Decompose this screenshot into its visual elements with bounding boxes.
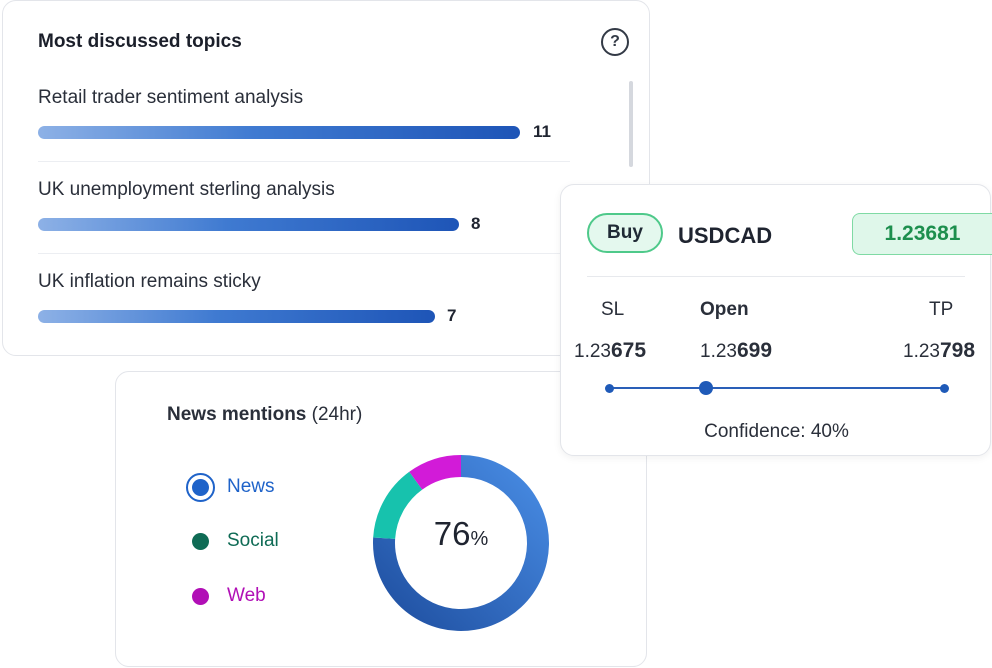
price-badge: 1.23681 (852, 213, 992, 255)
topic-item[interactable]: Retail trader sentiment analysis 11 (38, 87, 570, 162)
news-mentions-title: News mentions (24hr) (167, 404, 362, 426)
news-mentions-period: (24hr) (311, 404, 363, 425)
tp-value-prefix: 1.23 (903, 341, 940, 362)
confidence-readout: Confidence: 40% (561, 421, 992, 443)
divider (38, 253, 570, 254)
topic-count: 11 (533, 122, 551, 141)
tp-value-suffix: 798 (939, 339, 976, 362)
tp-marker (940, 384, 949, 393)
topic-label: UK unemployment sterling analysis (38, 179, 335, 200)
open-label: Open (700, 299, 749, 320)
legend-label: Web (227, 585, 266, 606)
topics-title: Most discussed topics (38, 31, 242, 52)
sl-value-suffix: 675 (610, 339, 647, 362)
open-value: 1.23699 (700, 339, 772, 363)
divider (587, 276, 965, 277)
tp-label: TP (929, 299, 954, 320)
topic-bar (38, 218, 459, 231)
sl-value: 1.23675 (574, 339, 646, 363)
donut-percent: 76 (433, 515, 471, 552)
sl-label: SL (601, 299, 625, 320)
trade-card: Buy USDCAD 1.23681 SL Open TP 1.23675 1.… (560, 184, 992, 456)
confidence-label: Confidence: (704, 421, 806, 442)
topic-bar (38, 310, 435, 323)
open-slider-handle[interactable] (699, 381, 713, 395)
topic-count: 7 (447, 306, 457, 325)
topic-label: UK inflation remains sticky (38, 271, 261, 292)
open-value-suffix: 699 (736, 339, 773, 362)
donut-percent-unit: % (470, 528, 489, 550)
slider-track (609, 387, 945, 389)
legend-dot-icon (192, 588, 209, 605)
currency-pair: USDCAD (678, 223, 773, 248)
confidence-value: 40% (810, 421, 849, 442)
topic-item[interactable]: UK unemployment sterling analysis 8 (38, 179, 570, 254)
sl-marker (605, 384, 614, 393)
topic-item[interactable]: UK inflation remains sticky 7 (38, 271, 568, 325)
legend-label: Social (227, 530, 279, 551)
legend-dot-icon (192, 533, 209, 550)
topics-scrollbar[interactable] (629, 81, 633, 167)
legend-dot-icon (192, 479, 209, 496)
news-mentions-title-text: News mentions (167, 404, 307, 425)
divider (38, 161, 570, 162)
level-slider[interactable] (605, 380, 949, 396)
open-value-prefix: 1.23 (700, 341, 737, 362)
donut-center-value: 76% (368, 515, 554, 553)
buy-button[interactable]: Buy (587, 213, 663, 253)
topic-count: 8 (471, 214, 481, 233)
tp-value: 1.23798 (903, 339, 975, 363)
topic-label: Retail trader sentiment analysis (38, 87, 304, 108)
donut-segment-web (409, 455, 461, 490)
legend-label: News (227, 476, 275, 497)
donut-segment-social (373, 471, 423, 539)
news-mentions-card: News mentions (24hr) News Social Web 76% (115, 371, 647, 667)
most-discussed-topics-card: Most discussed topics ? Retail trader se… (2, 0, 650, 356)
help-icon[interactable]: ? (601, 28, 629, 56)
donut-chart (373, 455, 549, 631)
topic-bar (38, 126, 520, 139)
selected-ring-icon (186, 473, 215, 502)
sl-value-prefix: 1.23 (574, 341, 611, 362)
